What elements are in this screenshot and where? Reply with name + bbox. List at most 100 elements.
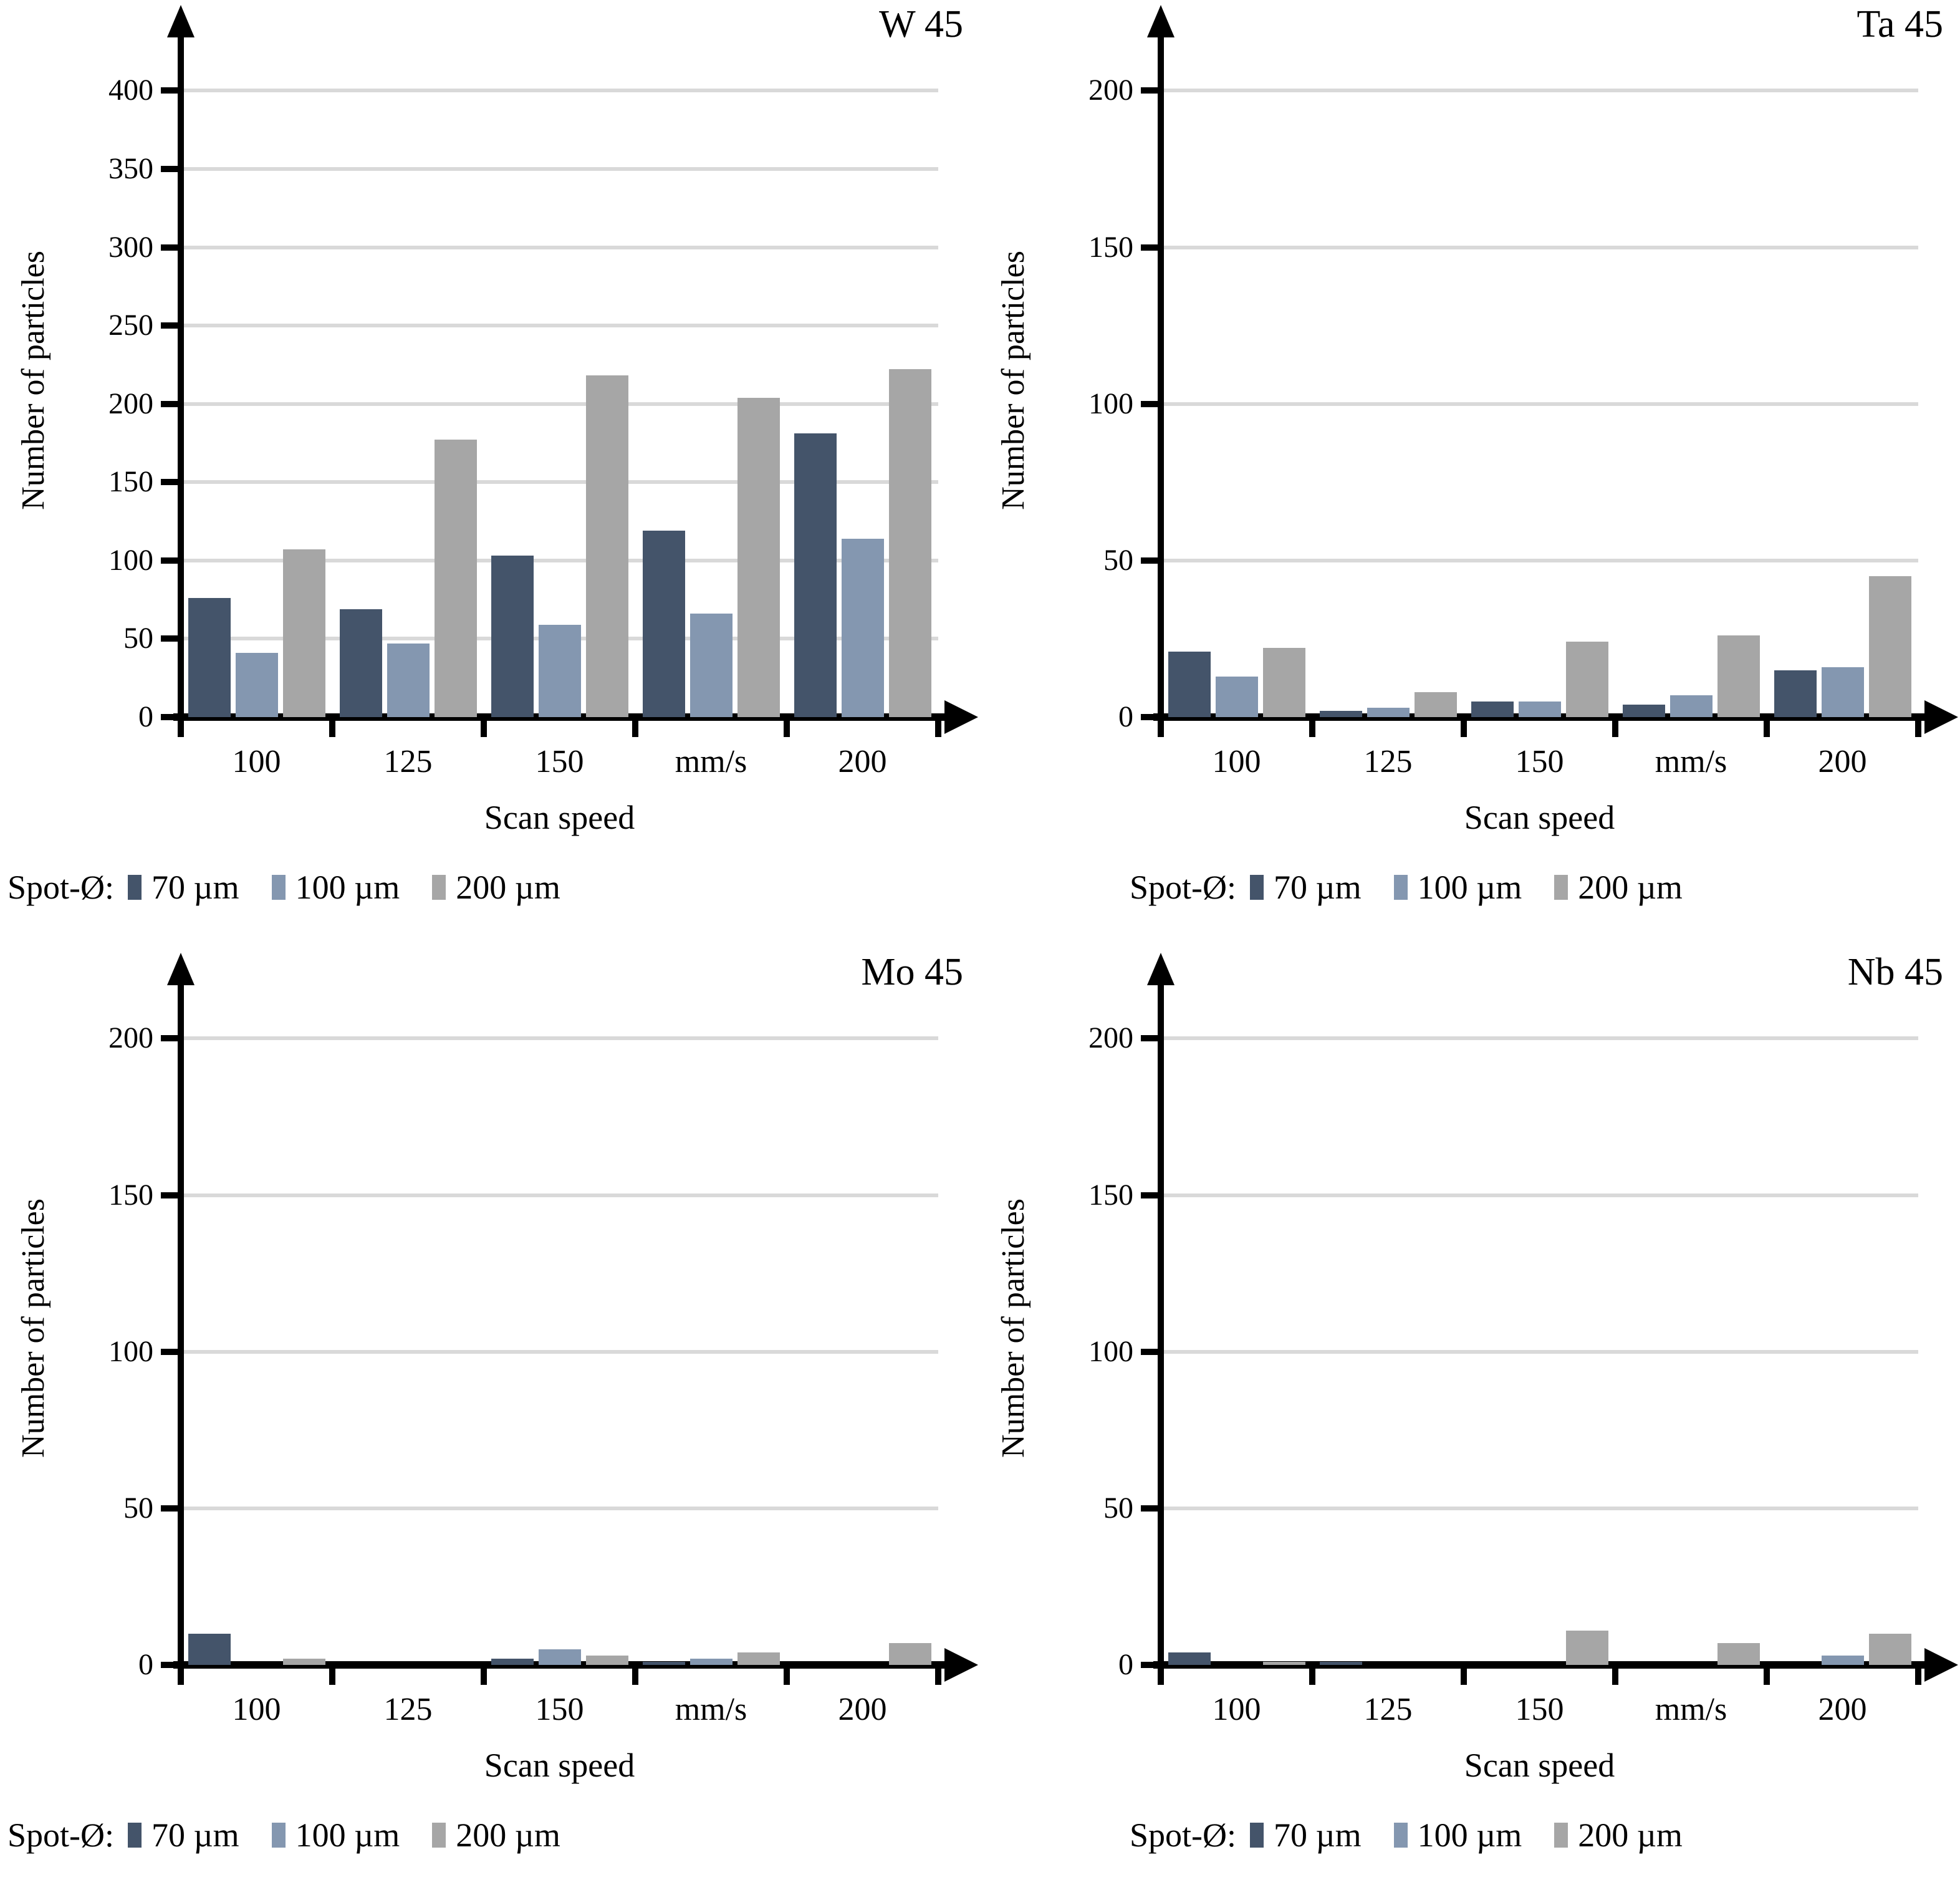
y-tick <box>161 322 181 329</box>
bar-200µm <box>1565 1630 1608 1665</box>
bar-70µm <box>794 433 837 717</box>
y-tick <box>1141 87 1161 94</box>
legend-label-100um: 100 µm <box>1417 1816 1522 1854</box>
bar-100µm <box>1821 667 1864 717</box>
y-tick <box>161 635 181 642</box>
x-tick <box>632 1665 638 1685</box>
x-axis-label: Scan speed <box>1464 1747 1615 1784</box>
legend-swatch-100um <box>1393 875 1408 900</box>
gridline <box>1161 402 1918 406</box>
bar-100µm <box>1518 701 1561 717</box>
gridline <box>181 1193 938 1197</box>
bar-100µm <box>235 653 278 717</box>
y-tick <box>1141 1348 1161 1355</box>
y-tick <box>161 400 181 407</box>
x-category-label: 100 <box>1212 744 1261 779</box>
legend-label-100um: 100 µm <box>1417 869 1522 906</box>
bar-100µm <box>538 1649 581 1665</box>
x-category-label: 100 <box>1212 1692 1261 1727</box>
gridline <box>181 558 938 562</box>
y-tick <box>1141 244 1161 251</box>
bar-200µm <box>1262 1661 1305 1665</box>
legend-item-100um: 100 µm <box>271 1816 400 1854</box>
x-tick <box>1461 717 1467 737</box>
bar-200µm <box>888 1642 931 1665</box>
bar-100µm <box>538 624 581 717</box>
y-tick <box>161 714 181 720</box>
legend-swatch-100um <box>271 875 286 900</box>
legend-label-70um: 70 µm <box>151 1816 239 1854</box>
x-category-label: 125 <box>1363 1692 1413 1727</box>
bar-100µm <box>1821 1655 1864 1665</box>
y-axis-line <box>1158 34 1164 737</box>
legend-label-100um: 100 µm <box>295 869 400 906</box>
legend-item-200um: 200 µm <box>432 1816 560 1854</box>
bar-200µm <box>1868 576 1911 717</box>
gridline <box>181 402 938 406</box>
y-tick <box>1141 1505 1161 1512</box>
y-tick-label: 150 <box>1088 230 1133 264</box>
gridline <box>181 1349 938 1354</box>
legend-swatch-70um <box>1250 875 1264 900</box>
y-tick-label: 100 <box>1088 1334 1133 1368</box>
bar-70µm <box>491 556 534 717</box>
x-category-label: 150 <box>535 1692 584 1727</box>
x-category-label: 125 <box>1363 744 1413 779</box>
gridline <box>181 1036 938 1041</box>
x-category-label: 200 <box>838 1692 887 1727</box>
x-category-label: 125 <box>383 1692 433 1727</box>
bar-70µm <box>642 1661 685 1665</box>
bar-200µm <box>1262 648 1305 717</box>
y-axis-arrow-icon <box>167 5 195 37</box>
chart-title: Ta 45 <box>1857 3 1943 46</box>
y-tick <box>161 244 181 251</box>
y-tick-label: 200 <box>1088 1021 1133 1055</box>
y-tick-label: 150 <box>108 1178 153 1212</box>
chart-cell-w45: W 45 Number of particles 0 50 100 150 200 250… <box>0 0 980 947</box>
x-category-label: 125 <box>383 744 433 779</box>
x-tick <box>481 1665 487 1685</box>
bar-100µm <box>841 538 884 717</box>
legend-item-100um: 100 µm <box>1393 868 1522 907</box>
legend-prefix: Spot-Ø: <box>1130 869 1237 906</box>
legend-swatch-100um <box>271 1823 286 1848</box>
x-tick <box>632 717 638 737</box>
legend-item-100um: 100 µm <box>1393 1816 1522 1854</box>
legend: Spot-Ø: 70 µm 100 µm 200 µm <box>1130 868 1715 907</box>
legend-label-70um: 70 µm <box>151 869 239 906</box>
plot-area: 0 50 100 150 200 250 300 350 400 100 125 150 mm/s 200 <box>0 0 980 947</box>
gridline <box>1161 1193 1918 1197</box>
y-axis-line <box>1158 981 1164 1685</box>
x-category-label: 150 <box>535 744 584 779</box>
bar-70µm <box>1774 670 1817 717</box>
legend-item-100um: 100 µm <box>271 868 400 907</box>
legend-prefix: Spot-Ø: <box>7 869 115 906</box>
x-tick <box>1915 1665 1921 1685</box>
bar-70µm <box>1319 710 1362 717</box>
legend-swatch-200um <box>432 1823 446 1848</box>
y-tick-label: 0 <box>1118 1648 1133 1681</box>
y-tick <box>161 1505 181 1512</box>
legend-prefix: Spot-Ø: <box>1130 1816 1237 1854</box>
x-category-label: 200 <box>1818 1692 1867 1727</box>
bar-200µm <box>585 375 628 717</box>
x-category-label: mm/s <box>1655 744 1727 779</box>
gridline <box>181 1506 938 1510</box>
plot-area: 0 50 100 150 200 100 125 150 mm/s 200 <box>0 948 980 1895</box>
bar-200µm <box>434 440 477 717</box>
y-tick <box>1141 400 1161 407</box>
gridline <box>1161 245 1918 249</box>
x-tick <box>1764 717 1770 737</box>
y-axis-arrow-icon <box>1147 5 1175 37</box>
y-tick-label: 0 <box>138 1648 153 1681</box>
x-axis-label: Scan speed <box>484 799 635 836</box>
legend: Spot-Ø: 70 µm 100 µm 200 µm <box>7 868 593 907</box>
x-axis-label: Scan speed <box>1464 799 1615 836</box>
bar-70µm <box>339 609 382 717</box>
legend-item-70um: 70 µm <box>1250 868 1362 907</box>
y-tick-label: 150 <box>108 465 153 499</box>
bar-100µm <box>1367 707 1410 717</box>
y-tick-label: 50 <box>123 622 153 655</box>
x-tick <box>1915 717 1921 737</box>
y-tick <box>161 87 181 94</box>
